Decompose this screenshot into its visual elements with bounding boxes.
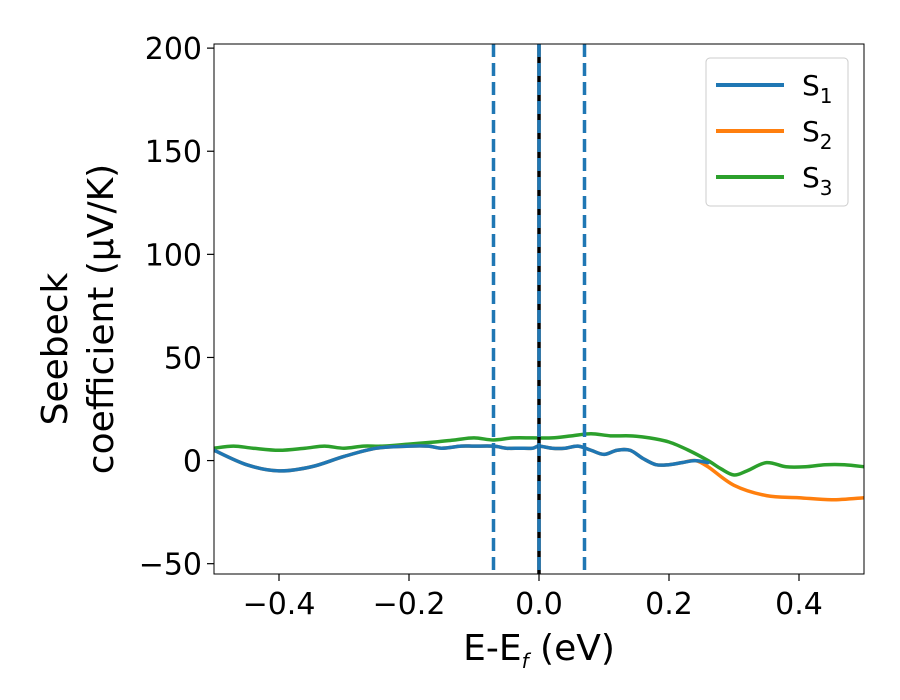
y-axis-label-line2: coefficient (μV/K): [81, 164, 122, 474]
x-axis-label-main: E-E: [463, 628, 521, 669]
x-tick-label: 0.4: [775, 587, 823, 622]
y-axis-ticks: −50 0 50 100 150 200: [139, 32, 214, 583]
y-tick-label: 50: [164, 341, 202, 376]
x-tick-label: −0.4: [243, 587, 316, 622]
legend-label-subscript: 3: [820, 176, 833, 200]
y-tick-label: 150: [145, 135, 202, 170]
legend-label-main: S: [802, 69, 820, 102]
legend-label-s2: S2: [802, 115, 833, 154]
legend-label-main: S: [802, 115, 820, 148]
legend-label-subscript: 2: [820, 130, 833, 154]
y-tick-label: 100: [145, 238, 202, 273]
series-lines: [214, 432, 864, 502]
y-axis-label-line1: Seebeck: [35, 272, 76, 425]
x-axis-label-unit: (eV): [529, 628, 615, 669]
x-tick-label: −0.2: [373, 587, 446, 622]
y-tick-label: 200: [145, 32, 202, 67]
x-tick-label: 0.0: [515, 587, 563, 622]
x-axis-ticks: −0.4 −0.2 0.0 0.2 0.4: [243, 574, 823, 622]
x-axis-label-subscript: f: [522, 649, 532, 673]
series-line-s3: [214, 432, 864, 477]
legend-label-main: S: [802, 161, 820, 194]
legend-label-s3: S3: [802, 161, 833, 200]
series-line-s1: [214, 444, 710, 473]
legend-label-s1: S1: [802, 69, 833, 108]
legend-label-subscript: 1: [820, 84, 833, 108]
x-axis-label: E-Ef (eV): [463, 628, 615, 673]
vertical-reference-lines: [491, 44, 587, 574]
y-tick-label: −50: [139, 548, 202, 583]
y-tick-label: 0: [183, 445, 202, 480]
x-tick-label: 0.2: [645, 587, 693, 622]
